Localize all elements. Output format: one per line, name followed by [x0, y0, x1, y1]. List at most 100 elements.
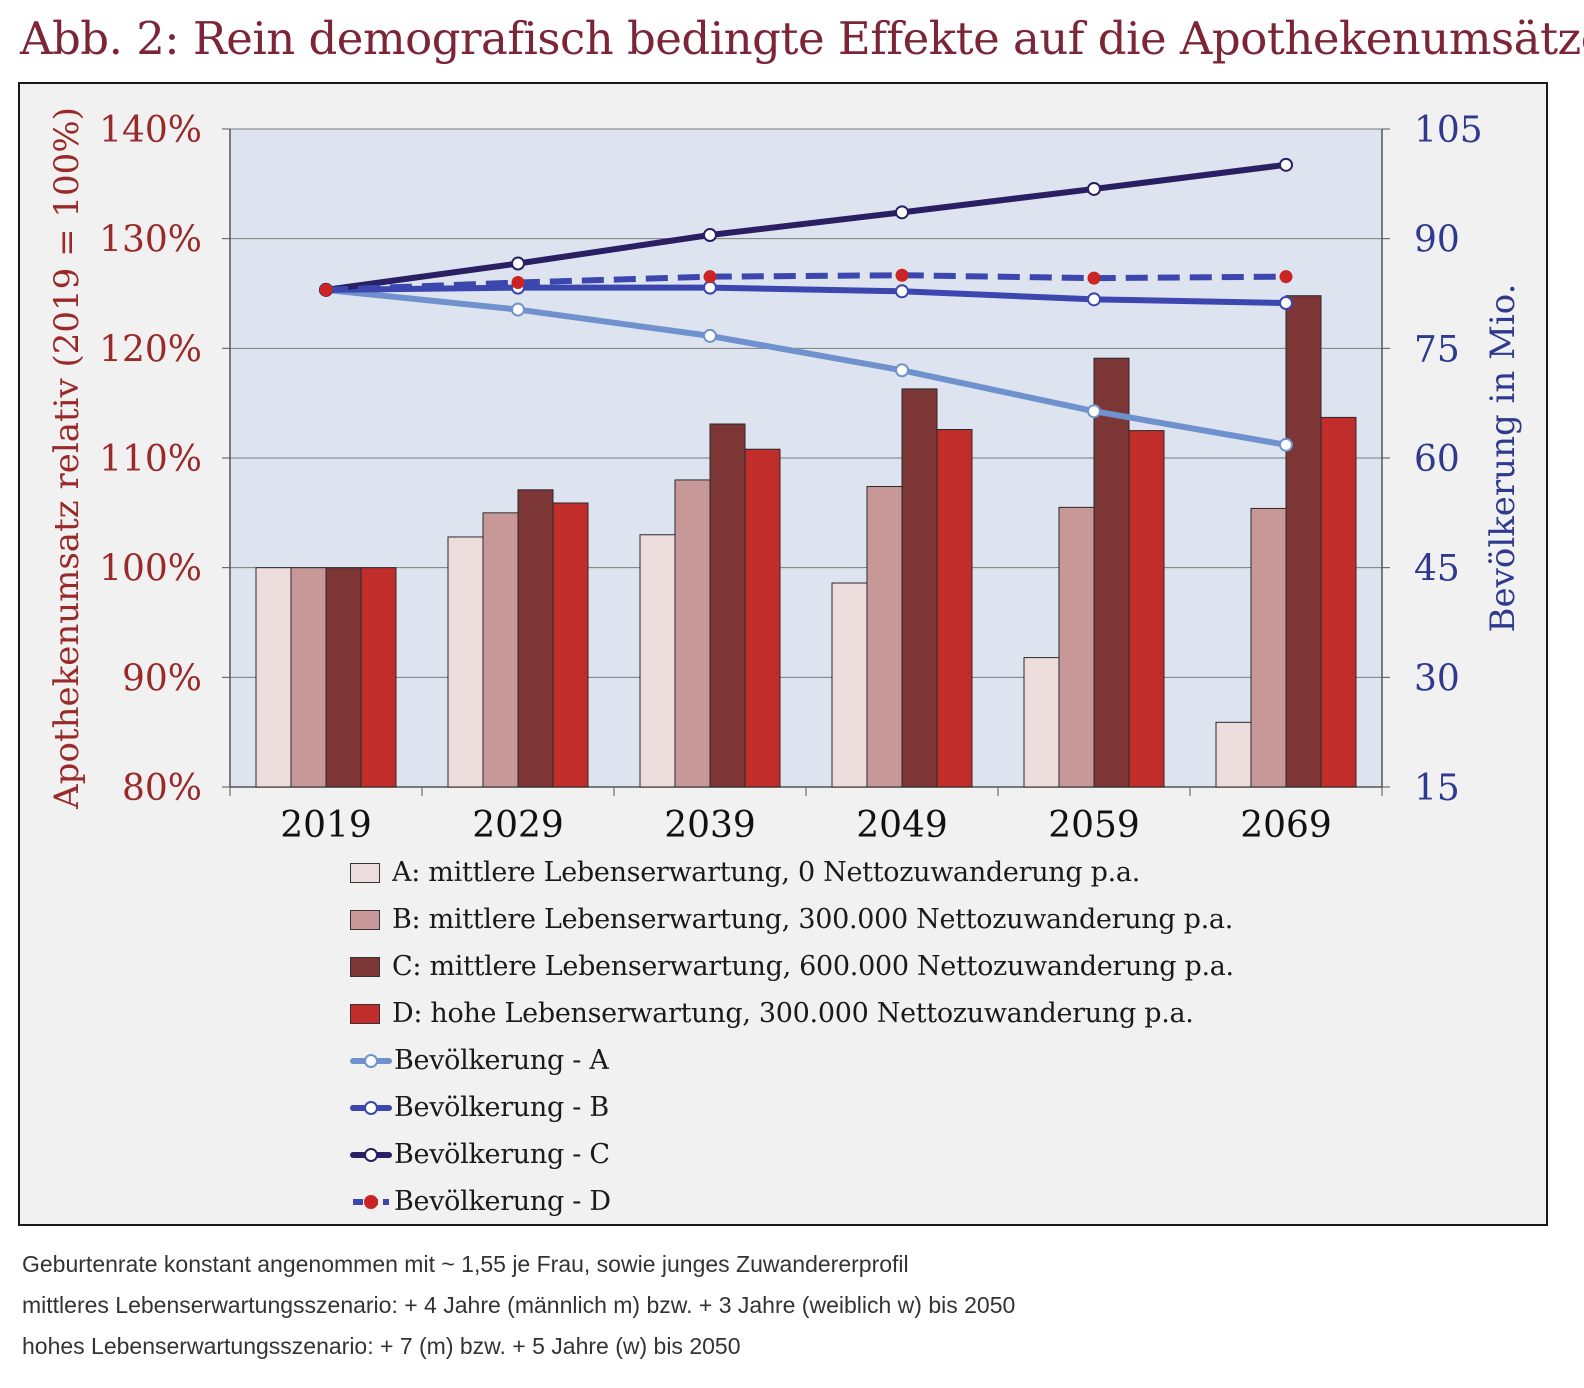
- bar-c-2069: [1285, 295, 1322, 788]
- legend-item-pop-c-swatch: [350, 1147, 392, 1162]
- right-tick-label: 90: [1414, 220, 1460, 261]
- marker-pop-C-2059: [1087, 181, 1101, 196]
- legend-item-d: D: hohe Lebenserwartung, 300.000 Nettozu…: [350, 990, 1234, 1037]
- marker-pop-B-2059: [1087, 292, 1101, 307]
- chart-svg: 80% 90% 100% 110% 120% 130% 140% 15 30 45 60 75 90 10…: [47, 107, 1523, 846]
- footnote-line: Geburtenrate konstant angenommen mit ~ 1…: [22, 1251, 909, 1277]
- left-tick-label: 90%: [122, 658, 202, 699]
- legend-item-pop-a-swatch-marker: [364, 1053, 378, 1068]
- bar-b-2069: [1250, 507, 1287, 788]
- bar-b-2059: [1058, 506, 1095, 788]
- line-pop-C: [323, 161, 1289, 293]
- legend-item-pop-a-label: Bevölkerung - A: [394, 1045, 609, 1076]
- x-tick-label: 2039: [664, 805, 756, 846]
- marker-pop-D-2049: [895, 268, 909, 282]
- left-tick-label: 130%: [99, 220, 202, 261]
- marker-pop-C-2049: [895, 205, 909, 220]
- bar-c-2049: [901, 388, 938, 788]
- legend-item-c-label: C: mittlere Lebenserwartung, 600.000 Net…: [392, 951, 1234, 982]
- bar-a-2059: [1023, 657, 1060, 788]
- legend-item-pop-b-swatch: [350, 1100, 392, 1115]
- marker-pop-C-2039: [703, 228, 717, 243]
- bar-a-2039: [639, 534, 676, 788]
- marker-pop-B-2039: [703, 280, 717, 295]
- legend-item-pop-c-swatch-marker: [364, 1147, 378, 1162]
- marker-pop-A-2049: [895, 363, 909, 378]
- right-tick-label: 105: [1414, 110, 1483, 151]
- legend-item-c-swatch: [350, 956, 380, 977]
- bar-a-2069: [1215, 721, 1252, 788]
- marker-pop-A-2029: [511, 302, 525, 317]
- line-pop-B: [323, 284, 1289, 307]
- legend-item-pop-b: Bevölkerung - B: [350, 1084, 1234, 1131]
- y2-axis-title: Bevölkerung in Mio.: [1483, 284, 1523, 633]
- bar-c-2019: [325, 567, 362, 788]
- bar-c-2029: [517, 489, 554, 788]
- left-tick-label: 120%: [99, 329, 202, 370]
- x-tick-label: 2069: [1240, 805, 1332, 846]
- marker-pop-C-2069: [1279, 157, 1293, 172]
- legend-item-b-label: B: mittlere Lebenserwartung, 300.000 Net…: [392, 904, 1233, 935]
- bar-b-2049: [866, 486, 903, 788]
- legend-item-d-label: D: hohe Lebenserwartung, 300.000 Nettozu…: [392, 998, 1194, 1029]
- bar-b-2019: [290, 567, 327, 788]
- marker-pop-B-2069: [1279, 296, 1293, 311]
- x-tick-label: 2049: [856, 805, 948, 846]
- marker-pop-C-2029: [511, 256, 525, 271]
- chart-frame: 80% 90% 100% 110% 120% 130% 140% 15 30 45 60 75 90 10…: [18, 82, 1548, 1226]
- right-tick-label: 75: [1414, 329, 1460, 370]
- bar-d-2049: [936, 428, 973, 788]
- legend-item-a: A: mittlere Lebenserwartung, 0 Nettozuwa…: [350, 849, 1234, 896]
- chart-legend: A: mittlere Lebenserwartung, 0 Nettozuwa…: [350, 849, 1234, 1225]
- footnote-line: mittleres Lebenserwartungsszenario: + 4 …: [22, 1292, 1016, 1318]
- bar-c-2039: [709, 423, 746, 788]
- legend-item-pop-d-label: Bevölkerung - D: [394, 1186, 611, 1217]
- footnotes: Geburtenrate konstant angenommen mit ~ 1…: [22, 1244, 1015, 1367]
- bar-a-2019: [255, 567, 292, 788]
- marker-pop-D-2039: [703, 270, 717, 284]
- legend-item-b-swatch: [350, 909, 380, 930]
- marker-pop-A-2039: [703, 328, 717, 343]
- marker-pop-D-2059: [1087, 271, 1101, 285]
- left-tick-label: 110%: [99, 439, 202, 480]
- left-tick-label: 140%: [99, 110, 202, 151]
- legend-item-pop-a-swatch: [350, 1053, 392, 1068]
- right-tick-label: 30: [1414, 658, 1460, 699]
- bar-c-2059: [1093, 357, 1130, 788]
- legend-item-pop-d-swatch-marker: [364, 1194, 378, 1209]
- chart-title: Abb. 2: Rein demografisch bedingte Effek…: [20, 12, 1584, 65]
- legend-item-pop-c: Bevölkerung - C: [350, 1131, 1234, 1178]
- legend-item-pop-d: Bevölkerung - D: [350, 1178, 1234, 1225]
- legend-item-pop-c-label: Bevölkerung - C: [394, 1139, 610, 1170]
- bar-b-2029: [482, 512, 519, 788]
- x-tick-label: 2019: [280, 805, 372, 846]
- footnote-line: hohes Lebenserwartungsszenario: + 7 (m) …: [22, 1333, 741, 1359]
- x-tick-label: 2029: [472, 805, 564, 846]
- marker-pop-A-2059: [1087, 404, 1101, 419]
- line-pop-A: [323, 286, 1289, 448]
- left-tick-label: 80%: [122, 768, 202, 809]
- bar-d-2029: [552, 502, 589, 788]
- marker-pop-A-2069: [1279, 437, 1293, 452]
- right-tick-label: 15: [1414, 768, 1460, 809]
- legend-item-a-label: A: mittlere Lebenserwartung, 0 Nettozuwa…: [392, 857, 1140, 888]
- legend-item-a-swatch: [350, 862, 380, 883]
- legend-item-pop-d-swatch: [353, 1194, 389, 1209]
- bar-d-2069: [1320, 416, 1357, 788]
- bar-d-2019: [360, 567, 397, 788]
- bar-b-2039: [674, 479, 711, 788]
- x-tick-label: 2059: [1048, 805, 1140, 846]
- marker-pop-B-2049: [895, 284, 909, 299]
- marker-pop-D-2019: [319, 283, 333, 297]
- line-pop-D: [325, 272, 1287, 293]
- marker-pop-D-2069: [1279, 270, 1293, 284]
- left-tick-label: 100%: [99, 549, 202, 590]
- legend-item-d-swatch: [350, 1003, 380, 1024]
- right-tick-label: 60: [1414, 439, 1460, 480]
- right-tick-label: 45: [1414, 549, 1460, 590]
- bar-a-2049: [831, 582, 868, 788]
- legend-item-pop-b-swatch-marker: [364, 1100, 378, 1115]
- legend-item-b: B: mittlere Lebenserwartung, 300.000 Net…: [350, 896, 1234, 943]
- bar-a-2029: [447, 536, 484, 788]
- legend-item-pop-a: Bevölkerung - A: [350, 1037, 1234, 1084]
